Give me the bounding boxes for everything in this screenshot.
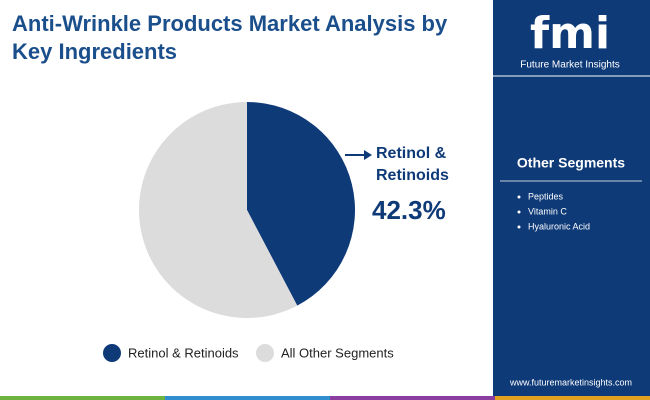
stripe xyxy=(165,396,330,400)
value-label: 42.3% xyxy=(372,195,446,225)
website: www.futuremarketinsights.com xyxy=(509,377,632,387)
segment-item: Vitamin C xyxy=(528,206,567,216)
brand: Future Market Insights xyxy=(520,60,619,71)
legend-label: Retinol & Retinoids xyxy=(128,345,239,360)
bullet xyxy=(517,210,521,214)
legend-swatch xyxy=(103,344,121,362)
bullet xyxy=(517,225,521,229)
callout-arrowhead xyxy=(364,150,372,160)
legend-swatch xyxy=(256,344,274,362)
stripe xyxy=(0,396,165,400)
callout-label: Retinol & Retinoids xyxy=(376,145,449,184)
stripe xyxy=(330,396,495,400)
segment-item: Peptides xyxy=(528,191,564,201)
stripe xyxy=(495,396,650,400)
pie-slice xyxy=(139,102,298,318)
bullet xyxy=(517,195,521,199)
segment-item: Hyaluronic Acid xyxy=(528,221,590,231)
sidebar-panel xyxy=(493,0,650,400)
legend-label: All Other Segments xyxy=(281,345,394,360)
sidebar-heading: Other Segments xyxy=(517,155,625,171)
pie-slice xyxy=(247,102,356,306)
chart-title: Anti-Wrinkle Products Market Analysis by… xyxy=(12,11,448,64)
logo: fmi xyxy=(530,8,610,59)
